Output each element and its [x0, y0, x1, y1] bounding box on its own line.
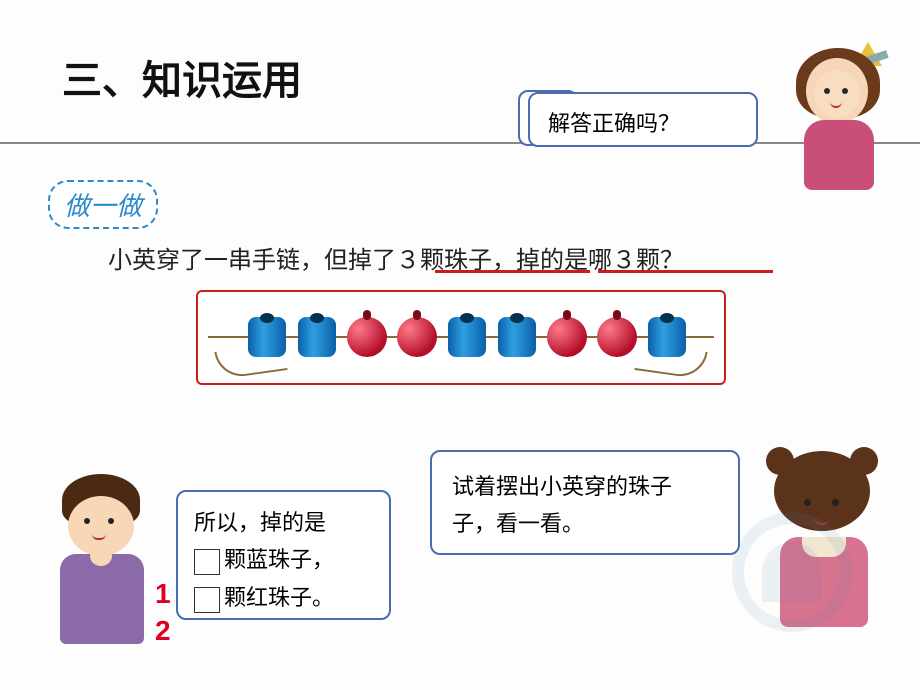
bead-blue [646, 316, 688, 358]
bead-red [546, 316, 588, 358]
answer-box-blue[interactable] [194, 549, 220, 575]
red-tail: 颗红珠子。 [224, 585, 334, 610]
speech-right-line2: 子，看一看。 [452, 511, 584, 536]
bead-red [596, 316, 638, 358]
underline-drop [435, 270, 590, 273]
bead-red [396, 316, 438, 358]
underline-which [598, 270, 773, 273]
bead-blue [496, 316, 538, 358]
section-title: 三、知识运用 [62, 48, 302, 106]
answer-box-red[interactable] [194, 587, 220, 613]
question-prefix: 小英穿了一串手链，但 [108, 248, 348, 274]
speech-right-line1: 试着摆出小英穿的珠子 [452, 474, 672, 499]
beads-diagram [196, 290, 726, 385]
bead-red [346, 316, 388, 358]
watermark-icon [692, 472, 892, 672]
blue-tail: 颗蓝珠子， [224, 547, 334, 572]
bead-blue [246, 316, 288, 358]
doit-badge: 做一做 [48, 180, 158, 229]
speech-left-line1: 所以，掉的是 [194, 510, 326, 535]
boy-illustration [30, 460, 180, 660]
speech-left: 所以，掉的是 颗蓝珠子， 颗红珠子。 [176, 490, 391, 620]
bead-blue [296, 316, 338, 358]
bead-blue [446, 316, 488, 358]
speech-top: 解答正确吗？ [528, 92, 758, 147]
teacher-illustration [770, 30, 910, 200]
